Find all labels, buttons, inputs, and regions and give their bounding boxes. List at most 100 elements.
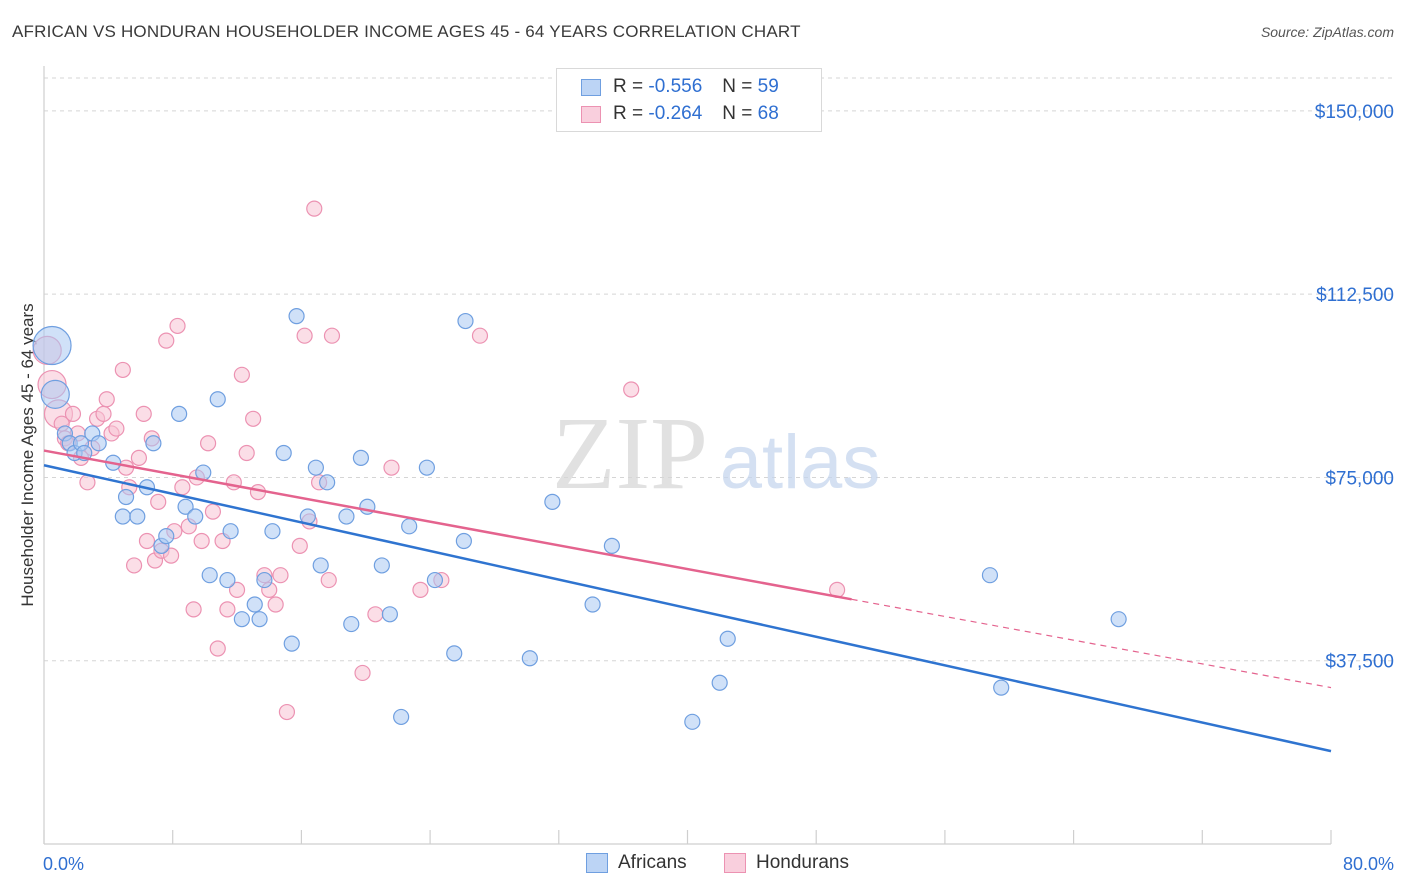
hondurans-point xyxy=(174,479,191,496)
hondurans-point xyxy=(185,601,202,618)
hondurans-point xyxy=(245,410,262,427)
watermark: ZIP atlas xyxy=(552,396,880,511)
africans-point xyxy=(283,635,300,652)
africans-point xyxy=(275,444,292,462)
hondurans-point xyxy=(193,532,210,550)
africans-point xyxy=(343,615,360,633)
hondurans-point xyxy=(135,405,152,422)
watermark-atlas: atlas xyxy=(720,420,881,505)
source-label: Source: ZipAtlas.com xyxy=(1260,24,1394,40)
africans-point xyxy=(312,557,329,574)
africans-point xyxy=(117,488,135,506)
hondurans-point xyxy=(320,571,337,589)
africans-point xyxy=(177,498,194,515)
hondurans-trend-line-extension xyxy=(851,598,1332,689)
africans-swatch xyxy=(581,78,601,96)
hondurans-point xyxy=(169,317,186,335)
watermark-zip: ZIP xyxy=(552,396,708,511)
correlation-legend: R = -0.556 N = 59 R = -0.264 N = 68 xyxy=(556,68,822,132)
africans-point xyxy=(251,611,268,628)
y-tick-label: $37,500 xyxy=(1325,652,1394,673)
hondurans-point xyxy=(209,640,226,657)
chart-title: AFRICAN VS HONDURAN HOUSEHOLDER INCOME A… xyxy=(12,22,801,41)
hondurans-point xyxy=(471,327,489,344)
hondurans-point xyxy=(150,493,167,510)
africans-point xyxy=(171,405,188,422)
africans-legend-label: Africans xyxy=(618,852,687,873)
africans-r-label: R = xyxy=(613,76,644,97)
series-legend-africans[interactable]: Africans xyxy=(586,852,687,874)
hondurans-point xyxy=(323,327,341,344)
hondurans-point xyxy=(272,567,289,584)
hondurans-point xyxy=(158,332,175,349)
africans-point xyxy=(246,596,263,613)
hondurans-point xyxy=(278,703,296,721)
hondurans-point xyxy=(228,581,246,598)
africans-point xyxy=(90,435,107,452)
africans-point xyxy=(401,518,418,535)
hondurans-trend-line xyxy=(43,449,852,601)
africans-point xyxy=(32,325,72,366)
hondurans-point xyxy=(204,503,222,520)
africans-point xyxy=(719,630,736,647)
hondurans-point xyxy=(354,664,371,682)
africans-point xyxy=(233,611,250,628)
hondurans-swatch xyxy=(581,105,601,123)
africans-point xyxy=(455,532,472,550)
hondurans-point xyxy=(238,444,255,462)
africans-point xyxy=(584,596,601,613)
hondurans-point xyxy=(108,420,125,437)
hondurans-point xyxy=(98,391,115,408)
hondurans-point xyxy=(412,581,429,598)
hondurans-n-label: N = xyxy=(722,103,753,124)
africans-point xyxy=(158,527,175,545)
africans-point xyxy=(352,449,370,466)
hondurans-point xyxy=(233,366,250,383)
africans-trend-line xyxy=(43,463,1332,753)
africans-point xyxy=(446,645,463,662)
hondurans-point xyxy=(306,200,323,217)
africans-point xyxy=(222,523,239,540)
africans-n-value: 59 xyxy=(757,76,779,97)
africans-point xyxy=(381,606,398,623)
africans-r-value: -0.556 xyxy=(648,76,703,97)
africans-point xyxy=(711,674,728,691)
hondurans-point xyxy=(367,606,384,623)
africans-point xyxy=(373,557,390,574)
africans-point xyxy=(256,571,273,589)
africans-point xyxy=(219,571,236,589)
hondurans-point xyxy=(95,405,112,422)
africans-point xyxy=(426,571,444,589)
africans-points xyxy=(32,308,1127,730)
africans-point xyxy=(319,474,336,491)
legend-row-hondurans: R = -0.264 N = 68 xyxy=(581,102,779,126)
hondurans-point xyxy=(219,601,236,618)
africans-point xyxy=(114,508,131,525)
y-tick-label: $75,000 xyxy=(1325,468,1394,489)
hondurans-point xyxy=(64,405,82,422)
y-tick-labels: $37,500 $75,000 $112,500 $150,000 xyxy=(1315,102,1394,673)
africans-point xyxy=(684,713,701,730)
africans-point xyxy=(993,679,1010,696)
hondurans-point xyxy=(125,557,143,574)
africans-point xyxy=(981,567,999,584)
trend-lines xyxy=(43,449,1332,753)
x-tick-min: 0.0% xyxy=(43,854,84,874)
africans-point xyxy=(209,391,226,408)
africans-point xyxy=(544,493,561,510)
x-tick-max: 80.0% xyxy=(1343,854,1394,874)
africans-point xyxy=(40,379,70,409)
hondurans-n-value: 68 xyxy=(757,103,779,124)
africans-point xyxy=(264,523,281,540)
series-legend-hondurans[interactable]: Hondurans xyxy=(724,852,849,874)
africans-n-label: N = xyxy=(722,76,753,97)
africans-point xyxy=(145,435,162,452)
hondurans-point xyxy=(296,327,313,344)
africans-point xyxy=(521,650,538,667)
hondurans-legend-swatch xyxy=(724,853,746,873)
hondurans-legend-label: Hondurans xyxy=(756,852,849,873)
africans-point xyxy=(187,508,204,525)
africans-point xyxy=(338,508,355,525)
axes xyxy=(43,66,1332,845)
